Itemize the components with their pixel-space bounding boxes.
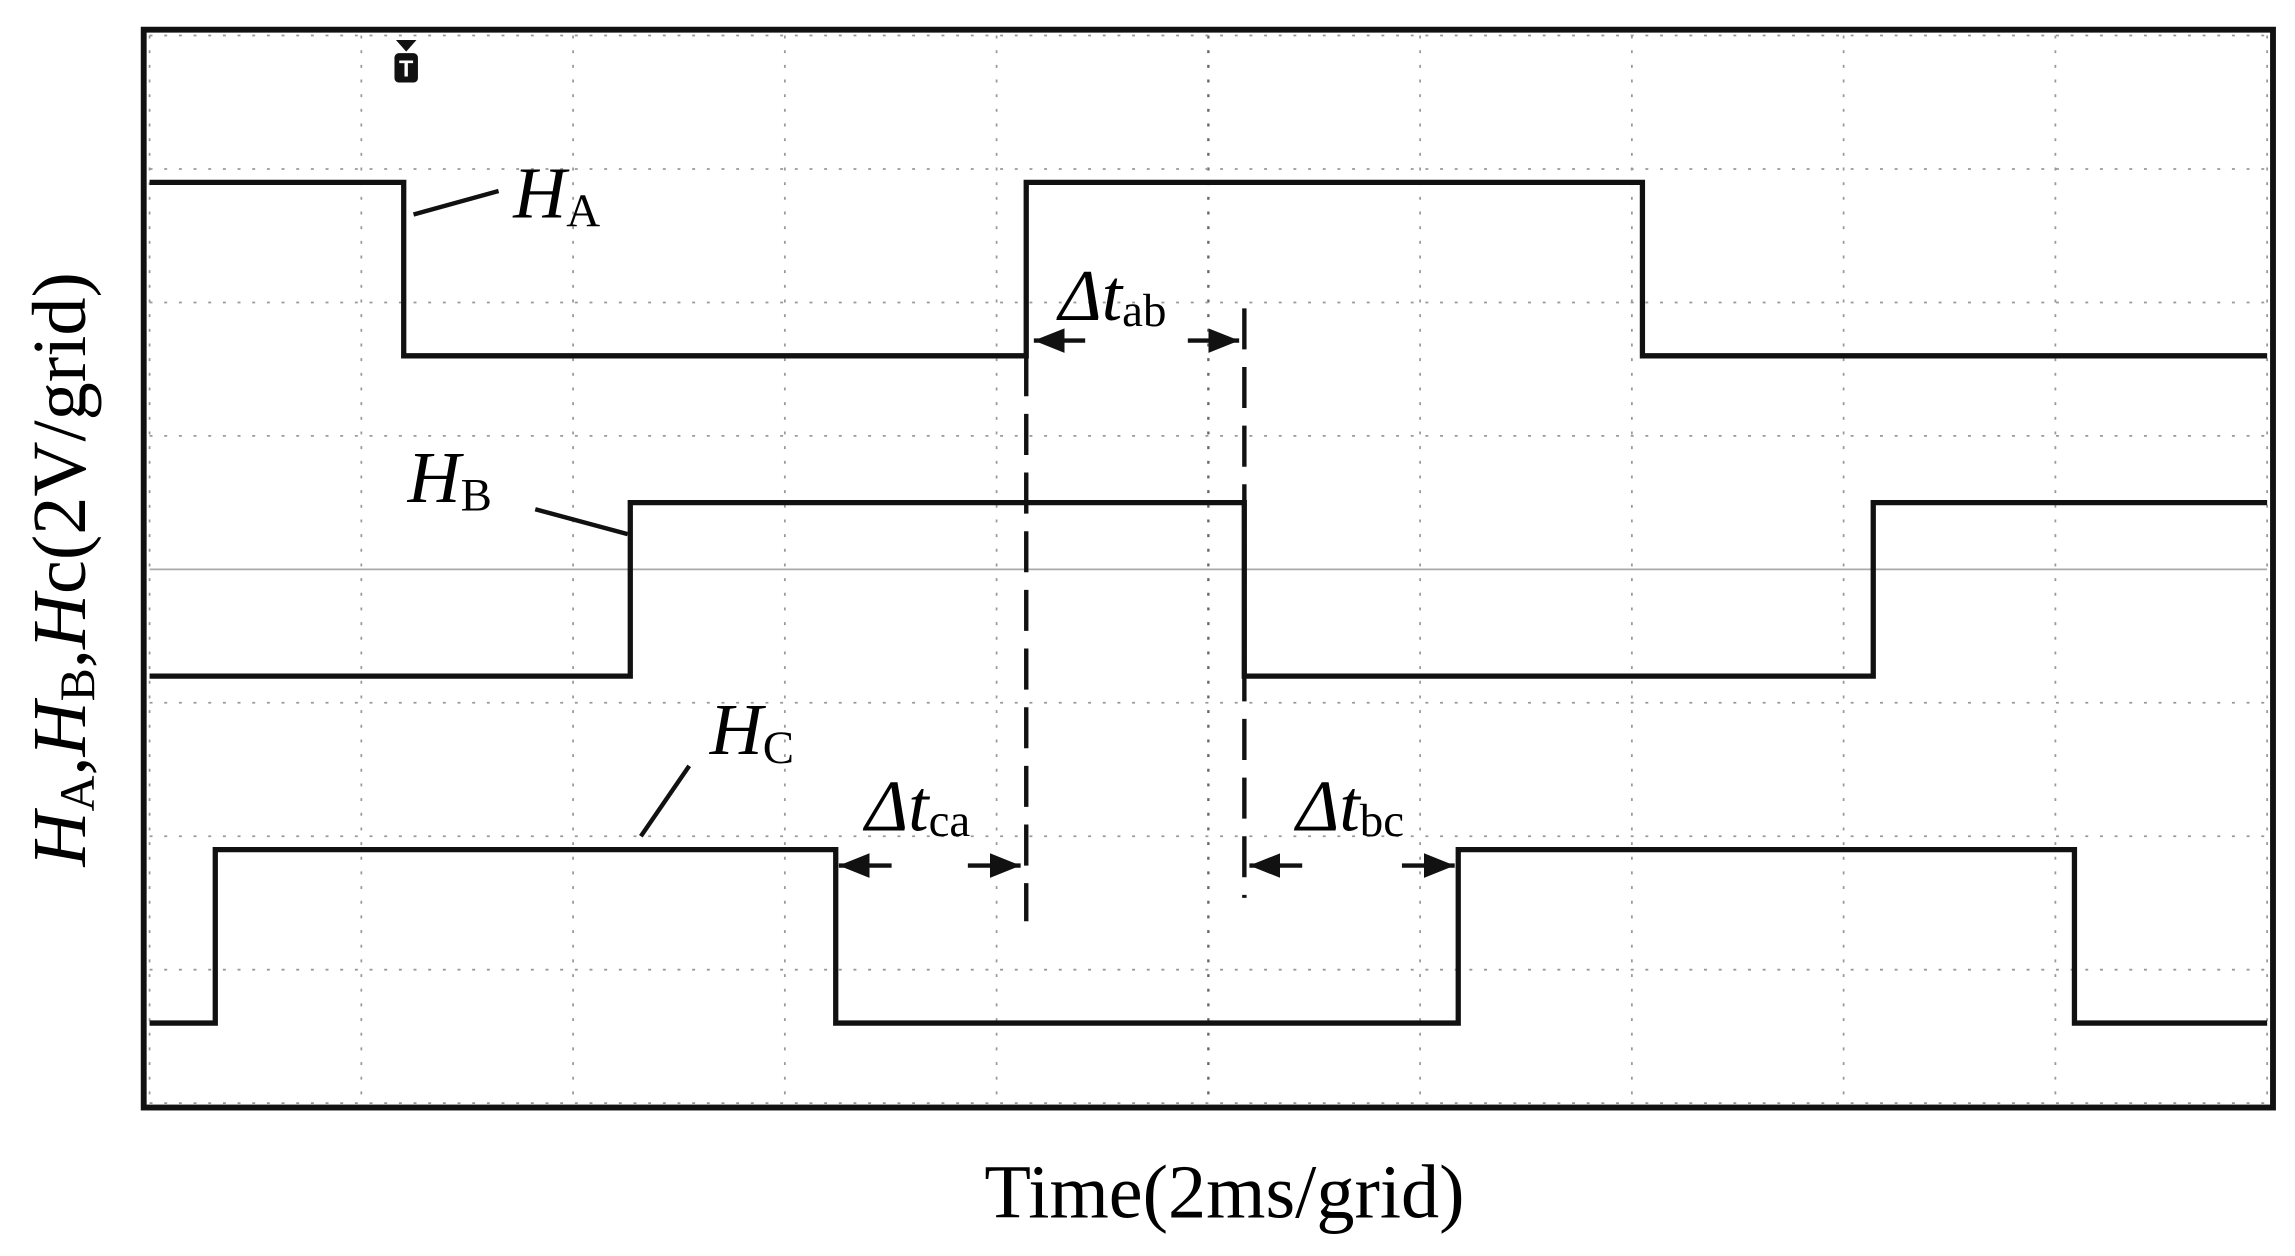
y-axis-label-part: c xyxy=(18,560,102,594)
interval-label-subscript: ca xyxy=(929,795,971,847)
annotations xyxy=(394,39,1455,922)
interval-label: Δtbc xyxy=(1293,765,1404,847)
traces xyxy=(149,179,2268,1026)
y-axis-label-part: H xyxy=(18,697,102,757)
interval-label-subscript: bc xyxy=(1360,795,1404,847)
leader-line xyxy=(412,188,500,217)
trace-line xyxy=(149,846,2268,1026)
interval-label: Δtab xyxy=(1056,255,1167,337)
series-label-subscript: A xyxy=(566,185,600,237)
series-label-subscript: C xyxy=(763,722,794,774)
y-axis-label-part: (2V/grid) xyxy=(18,272,102,560)
interval-label-text: Δt xyxy=(1056,255,1124,336)
interval-label: Δtca xyxy=(862,765,970,847)
interval-label-text: Δt xyxy=(1293,765,1361,846)
trace-line xyxy=(149,499,2268,679)
trigger-box xyxy=(394,53,418,83)
y-axis-label-part: A xyxy=(50,775,105,811)
series-label-symbol: H xyxy=(709,689,767,770)
series-label: HB xyxy=(407,437,492,522)
y-axis-label-part: H xyxy=(18,590,102,650)
series-label: HC xyxy=(709,689,794,774)
series-label-symbol: H xyxy=(512,152,570,233)
series-label: HA xyxy=(512,152,600,237)
leader-line xyxy=(639,764,692,838)
grid xyxy=(148,34,2269,1105)
y-axis-label-part: B xyxy=(50,668,105,701)
trigger-marker: T xyxy=(399,56,414,82)
y-axis-label: HA,HB,Hc(2V/grid) xyxy=(18,272,105,867)
y-axis-label-part: H xyxy=(18,808,102,868)
series-label-subscript: B xyxy=(461,470,492,522)
trigger-arrow xyxy=(395,39,417,52)
leader-line xyxy=(534,507,629,537)
series-label-symbol: H xyxy=(407,437,465,518)
interval-label-text: Δt xyxy=(862,765,930,846)
y-axis-label-part: , xyxy=(18,649,102,668)
interval-label-subscript: ab xyxy=(1122,285,1166,337)
trace-line xyxy=(149,179,2268,359)
y-axis-label-part: , xyxy=(18,756,102,775)
x-axis-label: Time(2ms/grid) xyxy=(984,1151,1464,1235)
